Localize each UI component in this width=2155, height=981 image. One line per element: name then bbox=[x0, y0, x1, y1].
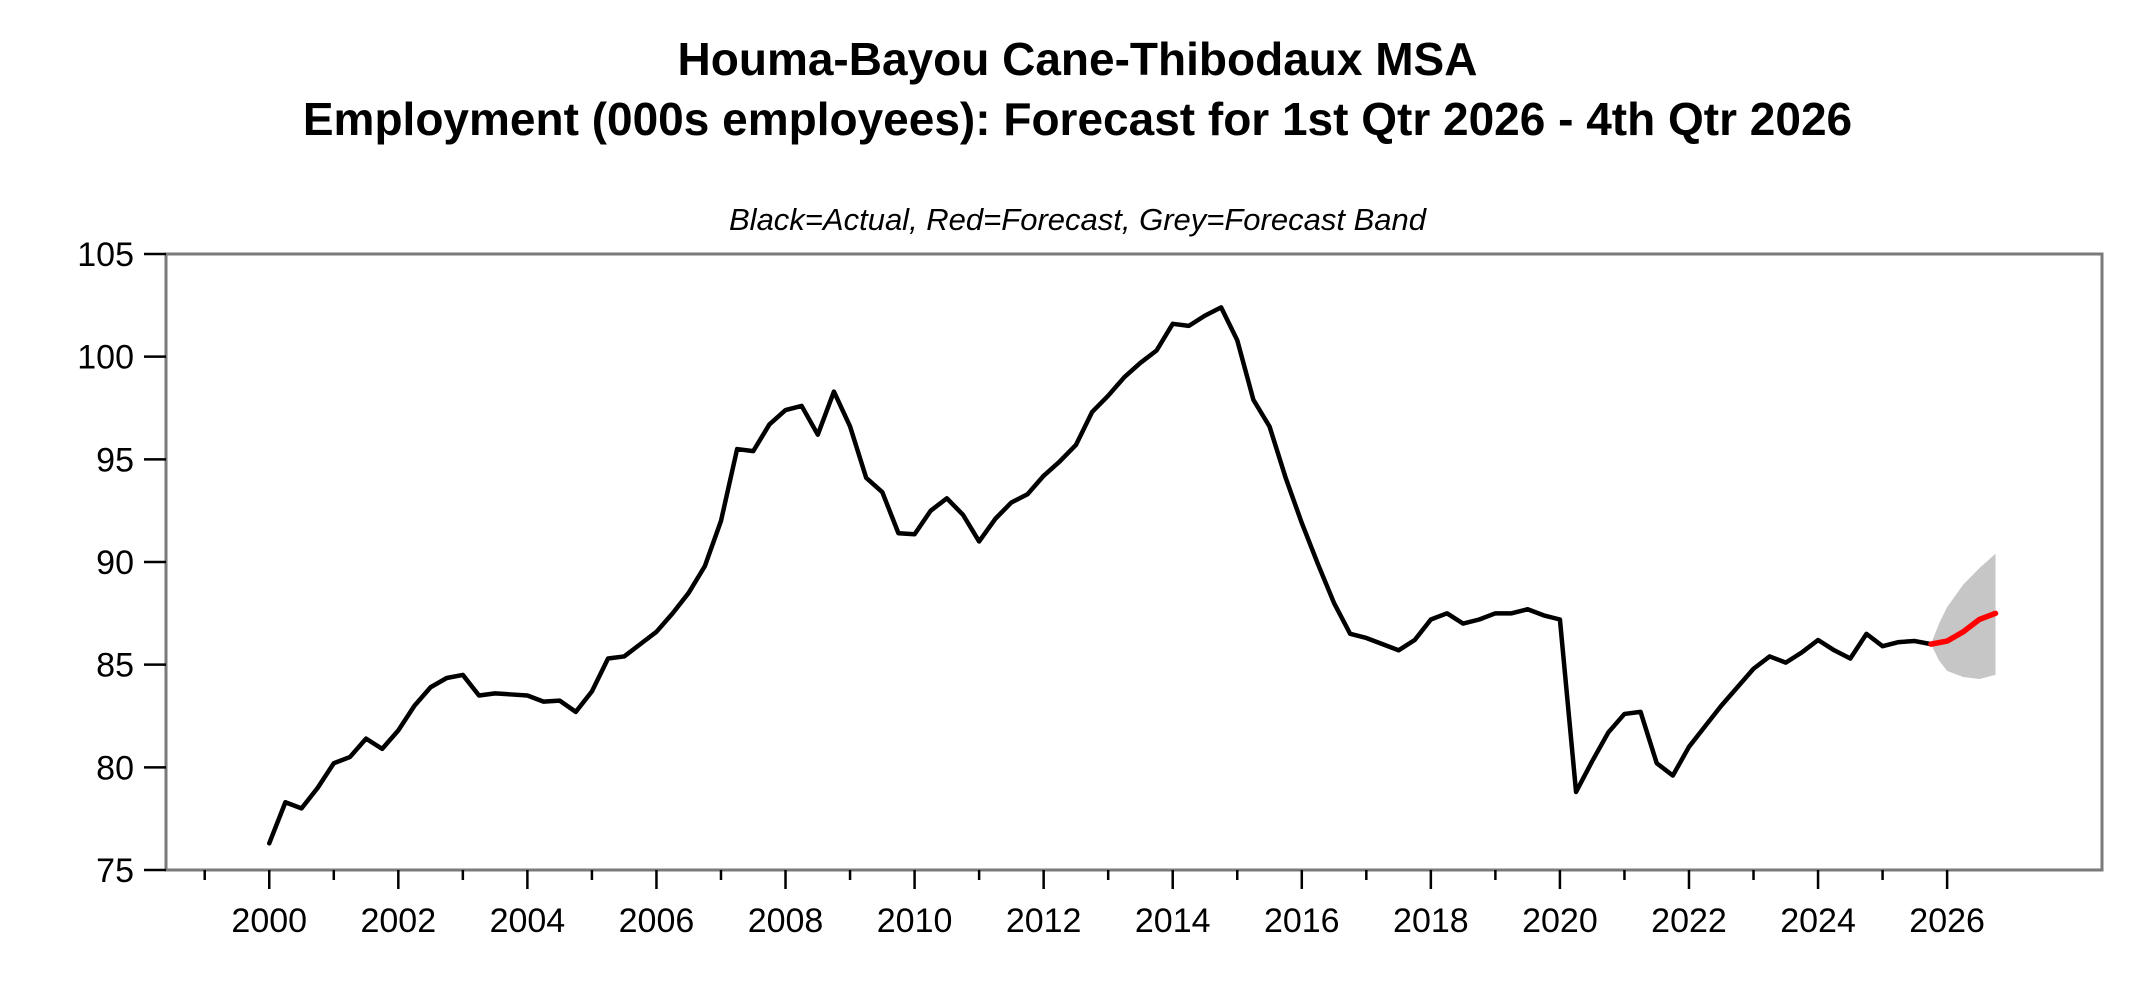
x-tick-label: 2022 bbox=[1651, 902, 1727, 940]
y-tick-label: 85 bbox=[96, 647, 134, 685]
forecast-series-line bbox=[1928, 610, 1999, 647]
x-tick-label: 2024 bbox=[1780, 902, 1856, 940]
y-tick-label: 80 bbox=[96, 749, 134, 787]
x-tick-label: 2016 bbox=[1264, 902, 1340, 940]
x-tick-label: 2004 bbox=[490, 902, 566, 940]
y-tick-label: 90 bbox=[96, 544, 134, 582]
chart-title-line1: Houma-Bayou Cane-Thibodaux MSA bbox=[677, 33, 1478, 85]
y-tick-label: 75 bbox=[96, 852, 134, 890]
y-tick-label: 105 bbox=[77, 236, 134, 274]
x-tick-label: 2018 bbox=[1393, 902, 1469, 940]
x-tick-label: 2008 bbox=[748, 902, 824, 940]
plot-frame bbox=[164, 252, 2104, 872]
chart-legend-note: Black=Actual, Red=Forecast, Grey=Forecas… bbox=[729, 202, 1426, 237]
y-tick-label: 95 bbox=[96, 441, 134, 479]
x-tick-label: 2014 bbox=[1135, 902, 1211, 940]
actual-series-line bbox=[267, 305, 1934, 846]
x-tick-label: 2000 bbox=[231, 902, 307, 940]
x-tick-label: 2020 bbox=[1522, 902, 1598, 940]
x-tick-label: 2010 bbox=[877, 902, 953, 940]
y-tick-label: 100 bbox=[77, 339, 134, 377]
x-tick-label: 2012 bbox=[1006, 902, 1082, 940]
x-tick-label: 2002 bbox=[360, 902, 436, 940]
chart-title-line2: Employment (000s employees): Forecast fo… bbox=[302, 93, 1853, 145]
x-tick-label: 2006 bbox=[619, 902, 695, 940]
x-tick-label: 2026 bbox=[1909, 902, 1985, 940]
forecast-band bbox=[1930, 553, 1996, 680]
